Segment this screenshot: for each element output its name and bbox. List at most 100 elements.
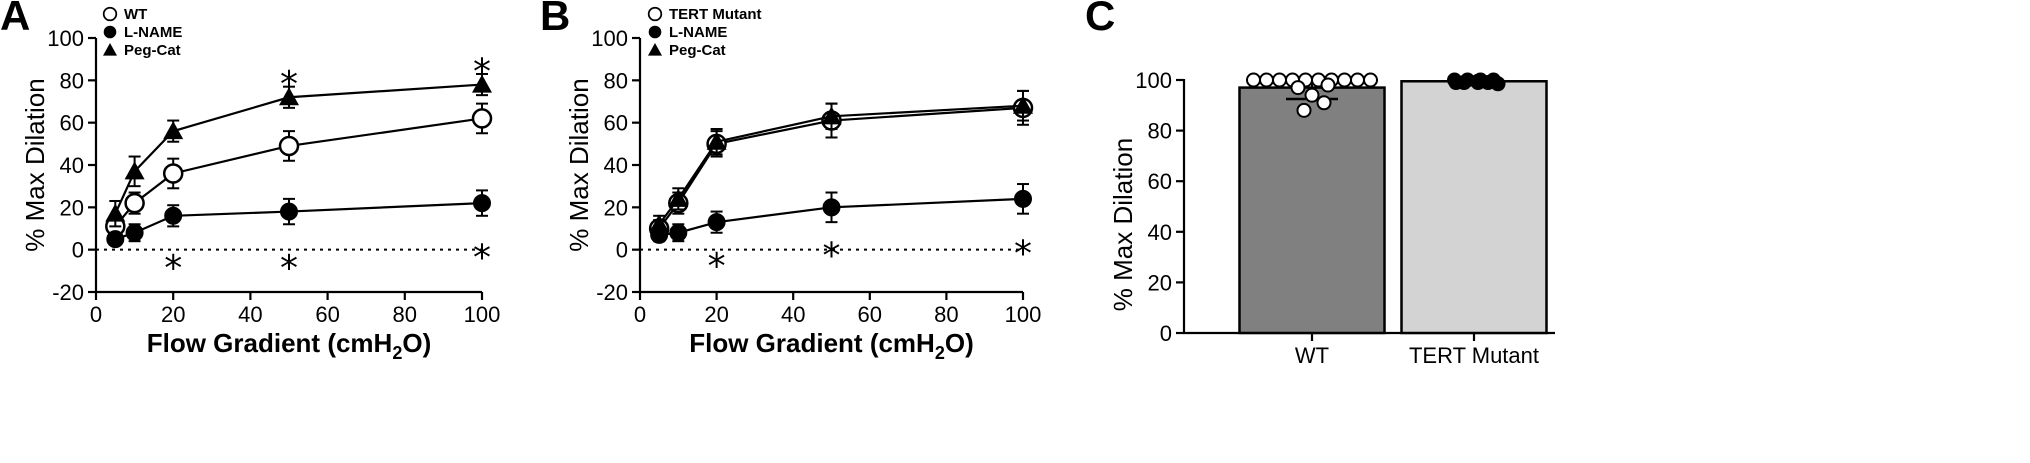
y-tick-label: 100: [591, 26, 628, 51]
data-point: [668, 188, 689, 207]
x-tick-label: 60: [858, 302, 882, 327]
data-point: [125, 223, 144, 242]
x-axis-label-main: Flow Gradient (cmH: [689, 328, 935, 358]
legend-marker: [103, 43, 117, 56]
significance-marker: *: [823, 235, 841, 276]
legend-marker: [648, 43, 662, 56]
x-axis-label: Flow Gradient (cmH2O): [147, 328, 431, 363]
y-tick-label: 100: [47, 26, 84, 51]
x-axis-label-end: O): [402, 328, 431, 358]
data-point: [1014, 189, 1032, 208]
x-tick-label: 20: [161, 302, 185, 327]
data-point: [278, 135, 300, 157]
data-point: [669, 223, 688, 242]
legend-marker: [648, 25, 662, 39]
legend-marker-shape: [648, 25, 662, 39]
data-point: [1363, 72, 1378, 88]
x-tick-label: 80: [393, 302, 417, 327]
x-tick-label: 100: [464, 302, 501, 327]
bar-group-wt: WT: [1238, 72, 1386, 368]
y-tick-label: 80: [1148, 119, 1172, 144]
data-point: [124, 192, 145, 214]
data-point: [1448, 75, 1464, 91]
x-tick-label: 0: [90, 302, 102, 327]
y-tick-label: -20: [52, 280, 84, 305]
x-axis-label-subscript: 2: [935, 343, 945, 363]
data-point: [1296, 102, 1312, 118]
x-tick-label: 40: [781, 302, 805, 327]
data-point: [1290, 80, 1306, 96]
x-axis-label-end: O): [945, 328, 974, 358]
data-point: [821, 106, 842, 125]
panel-letter: B: [540, 0, 570, 39]
y-tick-label: 0: [616, 238, 628, 263]
series-tert-mutant: [648, 89, 1034, 239]
data-point: [279, 87, 299, 106]
y-axis-label: % Max Dilation: [20, 78, 50, 251]
data-point: [1490, 76, 1506, 92]
legend-marker-shape: [103, 25, 117, 39]
data-point: [1470, 75, 1486, 91]
data-point: [1337, 72, 1352, 88]
significance-marker: *: [164, 248, 182, 289]
x-tick-label: 100: [1005, 302, 1042, 327]
series-peg-cat: [105, 72, 492, 228]
series-l-name: [106, 189, 491, 249]
legend-marker: [102, 6, 118, 22]
panel-letter: C: [1085, 0, 1115, 39]
legend-marker: [647, 6, 663, 22]
bar-group-tert-mutant: TERT Mutant: [1400, 72, 1548, 368]
y-tick-label: 0: [72, 238, 84, 263]
legend-entry: WT: [124, 6, 147, 23]
x-tick-label: TERT Mutant: [1409, 343, 1539, 368]
data-point: [280, 202, 298, 221]
data-point: [105, 203, 126, 222]
data-point: [1350, 72, 1365, 88]
x-axis-label-subscript: 2: [392, 343, 402, 363]
y-tick-label: -20: [596, 280, 628, 305]
series-wt: [105, 102, 493, 237]
legend-entry: TERT Mutant: [669, 6, 761, 23]
data-point: [1320, 77, 1336, 93]
significance-marker: *: [280, 248, 298, 289]
significance-marker: *: [473, 51, 491, 92]
data-point: [706, 131, 727, 150]
legend-marker: [103, 25, 117, 39]
x-tick-label: WT: [1295, 343, 1329, 368]
data-point: [1272, 72, 1287, 88]
data-point: [124, 161, 145, 180]
y-axis-label: % Max Dilation: [564, 78, 594, 251]
significance-marker: *: [280, 64, 298, 105]
y-tick-label: 20: [604, 195, 628, 220]
series-peg-cat: [649, 89, 1033, 234]
significance-marker: *: [1014, 233, 1032, 274]
x-axis-label: Flow Gradient (cmH2O): [689, 328, 973, 363]
x-axis-label-main: Flow Gradient (cmH: [147, 328, 393, 358]
y-tick-label: 60: [604, 111, 628, 136]
data-point: [164, 206, 183, 225]
bar: [1400, 80, 1548, 335]
panel-letter: A: [0, 0, 30, 39]
y-tick-label: 20: [1148, 270, 1172, 295]
data-point: [1316, 95, 1332, 111]
data-point: [106, 230, 125, 249]
x-tick-label: 60: [315, 302, 339, 327]
data-point: [472, 74, 492, 93]
legend-marker-shape: [103, 43, 117, 56]
data-point: [649, 214, 670, 233]
y-tick-label: 0: [1160, 321, 1172, 346]
y-tick-label: 40: [60, 153, 84, 178]
y-tick-label: 80: [60, 68, 84, 93]
data-point: [1013, 95, 1033, 114]
legend-marker-shape: [648, 43, 662, 56]
legend-entry: L-NAME: [124, 24, 182, 41]
x-tick-label: 80: [934, 302, 958, 327]
x-tick-label: 40: [238, 302, 262, 327]
x-tick-label: 20: [704, 302, 728, 327]
significance-marker: *: [473, 238, 491, 279]
data-point: [707, 213, 726, 232]
